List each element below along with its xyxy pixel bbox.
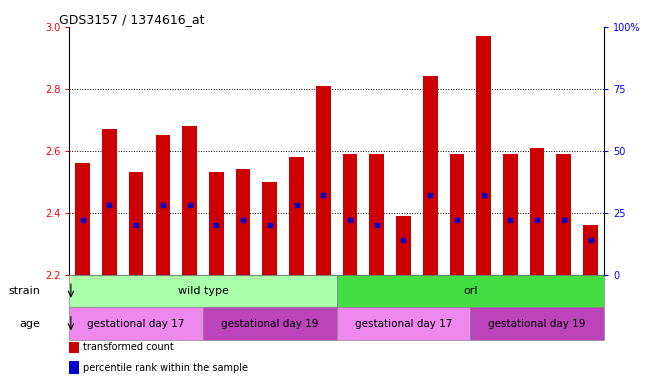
Bar bbox=[337, 275, 604, 307]
Bar bbox=[209, 172, 224, 275]
Bar bbox=[75, 163, 90, 275]
Bar bbox=[316, 86, 331, 275]
Text: strain: strain bbox=[8, 286, 40, 296]
Bar bbox=[289, 157, 304, 275]
Bar bbox=[69, 361, 79, 374]
Bar bbox=[337, 307, 471, 340]
Bar bbox=[129, 172, 143, 275]
Bar bbox=[423, 76, 438, 275]
Text: percentile rank within the sample: percentile rank within the sample bbox=[82, 363, 248, 373]
Bar bbox=[69, 275, 337, 307]
Bar bbox=[503, 154, 517, 275]
Text: wild type: wild type bbox=[178, 286, 228, 296]
Text: gestational day 17: gestational day 17 bbox=[354, 318, 452, 329]
Bar bbox=[182, 126, 197, 275]
Text: gestational day 17: gestational day 17 bbox=[87, 318, 185, 329]
Bar bbox=[263, 182, 277, 275]
Bar bbox=[102, 129, 117, 275]
Bar bbox=[156, 135, 170, 275]
Text: age: age bbox=[19, 318, 40, 329]
Bar bbox=[69, 340, 79, 353]
Text: gestational day 19: gestational day 19 bbox=[221, 318, 319, 329]
Text: transformed count: transformed count bbox=[82, 342, 174, 352]
Bar bbox=[370, 154, 384, 275]
Bar bbox=[530, 147, 544, 275]
Bar bbox=[69, 307, 203, 340]
Bar bbox=[236, 169, 250, 275]
Bar bbox=[471, 307, 604, 340]
Bar bbox=[343, 154, 357, 275]
Bar bbox=[583, 225, 598, 275]
Text: orl: orl bbox=[463, 286, 477, 296]
Text: gestational day 19: gestational day 19 bbox=[488, 318, 586, 329]
Bar bbox=[203, 307, 337, 340]
Bar bbox=[477, 36, 491, 275]
Bar bbox=[396, 216, 411, 275]
Text: GDS3157 / 1374616_at: GDS3157 / 1374616_at bbox=[59, 13, 204, 26]
Bar bbox=[449, 154, 464, 275]
Bar bbox=[556, 154, 571, 275]
